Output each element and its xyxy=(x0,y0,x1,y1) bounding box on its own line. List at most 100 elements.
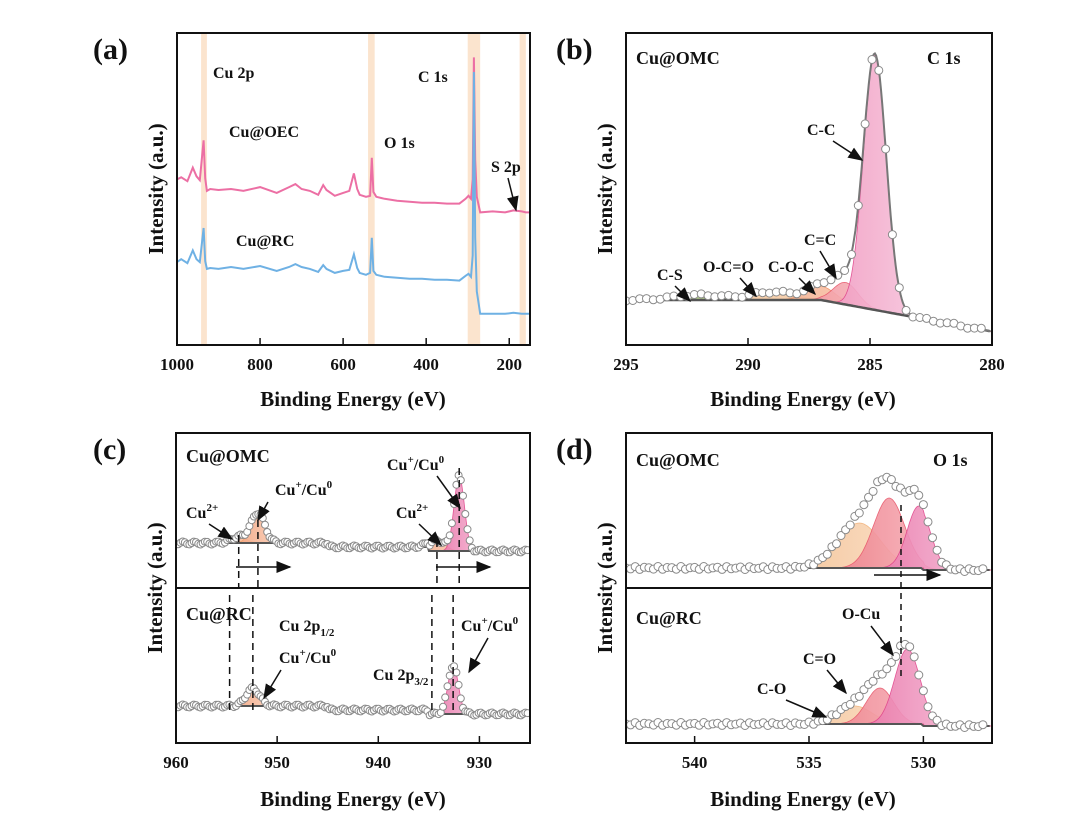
panel-d-tick-label: 535 xyxy=(796,753,822,772)
data-point xyxy=(905,642,915,652)
component-label-cc: C-C xyxy=(807,122,835,139)
panel-a-tick-label: 400 xyxy=(413,355,439,374)
component-peak-C=O xyxy=(751,497,992,571)
data-point xyxy=(909,652,919,662)
data-point xyxy=(454,680,463,689)
panel-c: 960 950 940 930 (c) Cu@OMC Cu@RC Cu2+ Cu+/C… xyxy=(93,432,531,811)
panel-c-tick-label: 950 xyxy=(264,753,290,772)
c2c-arrow xyxy=(819,250,837,280)
data-point xyxy=(867,55,877,64)
shaded-region xyxy=(519,33,526,345)
data-point xyxy=(860,119,870,129)
data-point xyxy=(909,484,919,494)
data-point xyxy=(523,546,530,555)
data-point xyxy=(461,510,470,518)
panel-c-xlabel: Binding Energy (eV) xyxy=(260,787,446,811)
data-point xyxy=(901,305,911,315)
data-point xyxy=(978,720,988,730)
cc-arrow xyxy=(832,140,864,161)
series-label-cu-oec: Cu@OEC xyxy=(229,124,299,141)
data-point xyxy=(854,691,864,701)
data-point xyxy=(441,693,450,702)
panel-a-tick-label: 1000 xyxy=(160,355,194,374)
label-cuplus-a: Cu+/Cu0 xyxy=(275,479,333,499)
data-point xyxy=(456,694,465,703)
data-point xyxy=(452,668,461,677)
data-point xyxy=(523,709,530,718)
background-line xyxy=(626,298,990,333)
data-point xyxy=(868,676,878,686)
c2o-arrow xyxy=(826,669,847,695)
data-point xyxy=(928,533,937,543)
panel-c-tick-label: 960 xyxy=(163,753,189,772)
region-label-c1s: C 1s xyxy=(927,48,961,68)
data-point xyxy=(874,65,884,75)
panel-d-ylabel: Intensity (a.u.) xyxy=(593,522,617,653)
annotation-o1s: O 1s xyxy=(384,135,415,152)
annotation-s2p: S 2p xyxy=(491,159,521,176)
data-point xyxy=(854,508,864,518)
annotation-c1s: C 1s xyxy=(418,69,448,86)
data-point xyxy=(881,144,891,154)
panel-d-tick-label: 530 xyxy=(911,753,937,772)
data-point xyxy=(923,517,933,527)
cs-arrow xyxy=(674,285,692,303)
data-point xyxy=(914,490,924,500)
sample-label-cu-rc-c: Cu@RC xyxy=(186,604,252,624)
panel-a-label: (a) xyxy=(93,33,128,66)
data-point xyxy=(836,531,846,540)
cuplus-arrow-d xyxy=(468,637,489,674)
annotation-cu2p: Cu 2p xyxy=(213,65,254,82)
panel-d: 540 535 530 (d) Cu@OMC O 1s Cu@RC O-Cu C=O… xyxy=(556,432,993,811)
data-point xyxy=(822,549,832,559)
data-point xyxy=(894,283,904,293)
panel-b-tick-label: 280 xyxy=(979,355,1005,374)
data-point xyxy=(456,476,465,485)
panel-b-tick-label: 295 xyxy=(613,355,639,374)
panel-c-tick-label: 940 xyxy=(366,753,392,772)
data-point xyxy=(859,500,869,510)
label-cuplus-d: Cu+/Cu0 xyxy=(461,615,519,635)
component-label-ocu: O-Cu xyxy=(842,606,880,623)
data-point xyxy=(853,201,863,210)
panel-c-label: (c) xyxy=(93,433,126,466)
coc-arrow xyxy=(798,277,817,296)
occo-arrow xyxy=(739,277,757,298)
data-point xyxy=(445,671,454,680)
co-arrow xyxy=(785,699,828,718)
panel-b: 295 290 285 280 (b) Cu@OMC C 1s C-C C=C C-O… xyxy=(556,32,1005,411)
panel-b-ylabel: Intensity (a.u.) xyxy=(593,123,617,254)
sample-label-cu-omc-c: Cu@OMC xyxy=(186,446,270,466)
data-point xyxy=(465,536,474,545)
s2p-arrow xyxy=(506,177,519,212)
component-label-c2c: C=C xyxy=(804,232,836,249)
data-point xyxy=(923,702,933,712)
shaded-region xyxy=(201,33,207,345)
series-line-cu-rc xyxy=(177,71,530,315)
component-label-c2o: C=O xyxy=(803,651,836,668)
data-point xyxy=(868,486,878,496)
panel-c-tick-label: 930 xyxy=(467,753,493,772)
label-cuplus-b: Cu+/Cu0 xyxy=(387,454,445,474)
data-point xyxy=(914,670,924,680)
component-label-coc: C-O-C xyxy=(768,259,814,276)
data-point xyxy=(463,525,472,534)
label-cu2plus-a: Cu2+ xyxy=(186,502,218,522)
cuplus-arrow-b xyxy=(436,475,461,510)
component-label-occo: O-C=O xyxy=(703,259,754,276)
panel-b-tick-label: 285 xyxy=(857,355,883,374)
data-point xyxy=(864,492,873,502)
cuplus-arrow-c xyxy=(263,669,282,700)
panel-b-xlabel: Binding Energy (eV) xyxy=(710,387,896,411)
panel-a-ylabel: Intensity (a.u.) xyxy=(144,123,168,254)
data-point xyxy=(887,230,897,240)
panel-b-frame xyxy=(625,32,993,346)
component-label-cs: C-S xyxy=(657,267,683,284)
region-label-o1s: O 1s xyxy=(933,450,968,470)
data-point xyxy=(840,266,850,275)
data-point xyxy=(447,519,456,528)
panel-a-xlabel: Binding Energy (eV) xyxy=(260,387,446,411)
component-label-co: C-O xyxy=(757,681,786,698)
panel-b-tick-label: 290 xyxy=(735,355,761,374)
